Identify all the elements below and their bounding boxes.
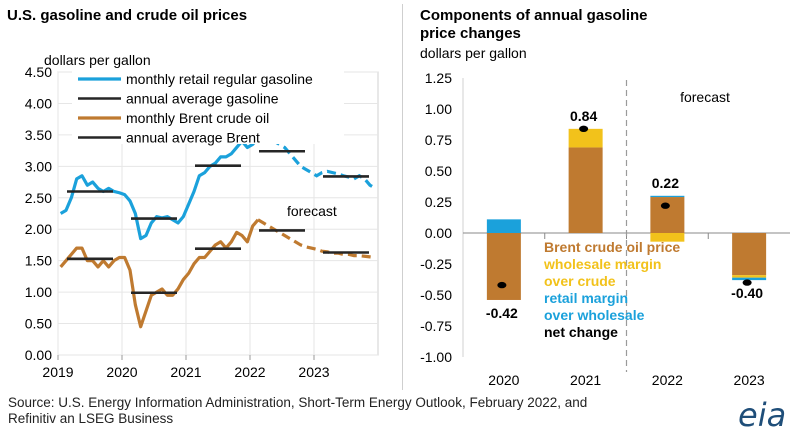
left-x-tick-label: 2021 (170, 364, 201, 380)
left-y-tick-label: 0.50 (25, 316, 52, 332)
right-y-tick-label: 1.00 (425, 101, 452, 117)
brent-crude-historical-line (59, 218, 260, 329)
bar-segment-brent (568, 147, 603, 233)
right-y-tick-label: 0.50 (425, 163, 452, 179)
left-y-tick-label: 1.00 (25, 284, 52, 300)
net-change-marker (497, 281, 507, 289)
left-y-tick-label: 4.00 (25, 95, 52, 111)
eia-logo: eia (738, 396, 787, 434)
right-chart-unit: dollars per gallon (420, 45, 527, 61)
right-legend-label: over wholesale (544, 307, 645, 323)
right-y-tick-label: -1.00 (420, 349, 452, 365)
bar-segment-brent (650, 197, 685, 233)
net-change-label: -0.42 (486, 305, 518, 321)
left-legend-label: monthly retail regular gasoline (126, 71, 313, 87)
retail-gasoline-forecast-line (258, 136, 377, 190)
net-change-marker (660, 202, 670, 209)
retail-gasoline-historical-line (59, 136, 260, 241)
charts-svg: 0.00 0.50 1.00 1.50 2.00 2.50 3.00 3.50 4.00 4.50… (25, 64, 790, 388)
source-line-2: Refinitiv an LSEG Business (8, 411, 174, 426)
right-x-tick-label: 2021 (570, 372, 601, 388)
bar-segment-brent (486, 233, 521, 300)
bar-segment-retail (486, 219, 521, 233)
right-y-tick-label: -0.25 (420, 256, 452, 272)
left-forecast-label: forecast (287, 203, 337, 219)
bar-segment-brent (732, 233, 767, 276)
bar-segment-wholesale (568, 128, 603, 148)
right-x-tick-label: 2020 (488, 372, 519, 388)
right-chart-title-line1: Components of annual gasoline (420, 7, 648, 24)
right-y-tick-label: 0.00 (425, 225, 452, 241)
source-line-1: Source: U.S. Energy Information Administ… (8, 395, 588, 410)
left-y-tick-label: 3.50 (25, 127, 52, 143)
right-legend-label: over crude (544, 273, 616, 289)
left-y-tick-label: 2.50 (25, 190, 52, 206)
right-y-tick-label: 1.25 (425, 70, 452, 86)
left-y-tick-label: 1.50 (25, 253, 52, 269)
left-y-tick-label: 4.50 (25, 64, 52, 80)
bar-segment-retail (732, 277, 767, 281)
net-change-label: 0.22 (652, 175, 679, 191)
left-y-tick-label: 3.00 (25, 158, 52, 174)
right-y-tick-label: -0.75 (420, 318, 452, 334)
right-x-tick-label: 2023 (734, 372, 765, 388)
source-note: Source: U.S. Energy Information Administ… (8, 395, 587, 427)
left-legend-label: annual average Brent (126, 130, 260, 146)
left-y-tick-label: 0.00 (25, 347, 52, 363)
left-x-tick-label: 2023 (298, 364, 329, 380)
left-x-tick-label: 2022 (234, 364, 265, 380)
net-change-marker (742, 279, 752, 286)
net-change-label: -0.40 (731, 285, 763, 301)
net-change-label: 0.84 (570, 108, 597, 124)
right-y-tick-label: -0.50 (420, 287, 452, 303)
left-x-tick-label: 2020 (106, 364, 137, 380)
left-legend-label: monthly Brent crude oil (126, 110, 269, 126)
left-legend-box (72, 70, 344, 144)
left-chart-unit: dollars per gallon (44, 52, 151, 68)
left-x-tick-label: 2019 (42, 364, 73, 380)
bar-segment-wholesale (732, 275, 767, 278)
right-y-tick-label: 0.25 (425, 194, 452, 210)
right-y-tick-label: 0.75 (425, 132, 452, 148)
right-legend-label: Brent crude oil price (544, 239, 680, 255)
left-legend-label: annual average gasoline (126, 91, 279, 107)
right-chart-title-line2: price changes (420, 25, 521, 42)
panel-divider (402, 4, 403, 390)
bar-segment-wholesale (650, 233, 685, 242)
right-x-tick-label: 2022 (652, 372, 683, 388)
left-y-tick-label: 2.00 (25, 221, 52, 237)
right-legend-label: wholesale margin (543, 256, 661, 272)
bar-segment-retail (650, 195, 685, 198)
right-legend-label: retail margin (544, 290, 628, 306)
right-legend-label: net change (544, 324, 618, 340)
net-change-marker (579, 125, 589, 133)
left-chart-title: U.S. gasoline and crude oil prices (7, 7, 248, 24)
right-forecast-label: forecast (680, 89, 730, 105)
